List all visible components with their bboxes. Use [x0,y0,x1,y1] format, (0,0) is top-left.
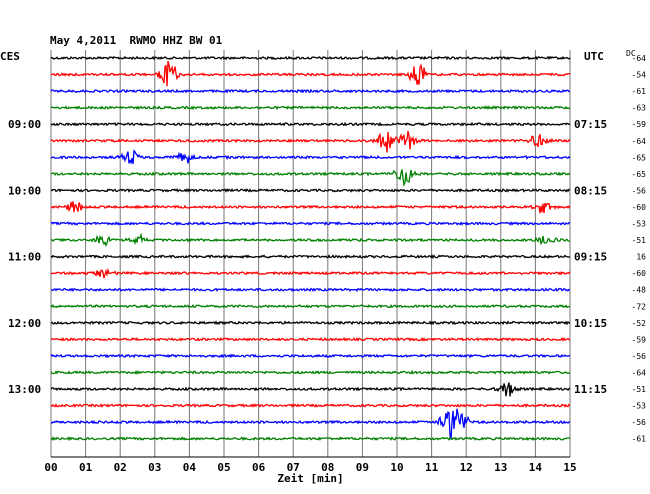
x-axis-label: Zeit [min] [277,472,343,485]
minute-gridlines [50,50,571,458]
x-tick-label: 03 [148,461,161,474]
dc-offset-label: -56 [632,352,647,361]
x-tick-label: 11 [425,461,439,474]
dc-offset-label: -59 [632,335,647,344]
dc-offset-label: -64 [632,368,647,377]
x-tick-label: 12 [460,461,473,474]
trace-row-13 [50,267,571,279]
dc-offset-label: -72 [632,302,647,311]
trace-row-5 [50,130,571,153]
x-tick-label: 00 [44,461,57,474]
trace-row-0 [50,55,571,61]
x-tick-label: 05 [217,461,230,474]
dc-offset-label: -64 [632,54,647,63]
utc-time-label: 07:15 [574,118,607,131]
dc-offset-label: -53 [632,402,647,411]
x-tick-label: 13 [494,461,507,474]
trace-row-17 [50,336,571,342]
dc-offset-label: -65 [632,153,647,162]
dc-offset-label: -56 [632,186,647,195]
x-tick-label: 15 [563,461,576,474]
dc-offset-label: -48 [632,286,647,295]
dc-offset-label: 16 [636,253,646,262]
local-time-label: 13:00 [8,383,41,396]
trace-row-3 [50,105,571,111]
trace-row-7 [50,169,571,187]
x-tick-label: 06 [252,461,266,474]
dc-offset-header: DC [626,49,636,58]
local-time-label: 12:00 [8,317,41,330]
dc-offset-label: -65 [632,170,647,179]
trace-row-10 [50,221,571,226]
trace-row-12 [50,254,571,260]
trace-row-16 [50,320,571,326]
trace-row-21 [50,403,571,408]
x-tick-label: 04 [183,461,197,474]
utc-time-label: 09:15 [574,251,607,264]
dc-offset-label: -61 [632,435,647,444]
trace-row-8 [50,187,571,193]
dc-offset-label: -51 [632,236,647,245]
local-time-label: 11:00 [8,251,41,264]
x-tick-label: 14 [529,461,543,474]
trace-row-6 [50,149,571,165]
local-time-label: 09:00 [8,118,41,131]
trace-row-11 [50,232,570,247]
x-tick-label: 10 [390,461,403,474]
axis-labels: 00 01 02 03 04 05 06 07 08 09 10 11 12 13 14 15 Zeit [mi… [8,54,646,485]
dc-offset-label: -56 [632,418,647,427]
dc-offset-label: -53 [632,220,647,229]
trace-row-2 [50,88,570,94]
trace-row-15 [50,303,571,309]
trace-row-22 [50,408,571,440]
x-tick-label: 08 [321,461,334,474]
utc-time-label: 10:15 [574,317,607,330]
trace-row-23 [50,436,571,442]
trace-row-20 [50,382,571,397]
right-timezone-label: UTC [584,50,604,63]
dc-offset-label: -60 [632,203,647,212]
dc-offset-label: -61 [632,87,647,96]
utc-time-label: 08:15 [574,184,607,197]
x-tick-label: 01 [79,461,93,474]
trace-row-9 [50,201,571,214]
dc-offset-label: -64 [632,137,647,146]
trace-row-18 [50,353,571,359]
dc-offset-label: -51 [632,385,647,394]
dc-offset-label: -60 [632,269,647,278]
chart-title: May 4,2011 RWMO HHZ BW 01 [50,34,223,47]
trace-row-1 [50,60,571,87]
trace-row-14 [50,287,571,293]
dc-offset-label: -59 [632,120,647,129]
x-tick-label: 02 [114,461,127,474]
dc-offset-label: -54 [632,71,647,80]
seismic-traces [50,55,571,442]
local-time-label: 10:00 [8,184,41,197]
trace-row-19 [50,369,571,375]
x-tick-label: 09 [356,461,369,474]
dc-offset-label: -52 [632,319,647,328]
trace-row-4 [50,121,571,127]
x-tick-label: 07 [287,461,300,474]
dc-offset-label: -63 [632,104,647,113]
left-timezone-label: CES [0,50,20,63]
utc-time-label: 11:15 [574,383,607,396]
